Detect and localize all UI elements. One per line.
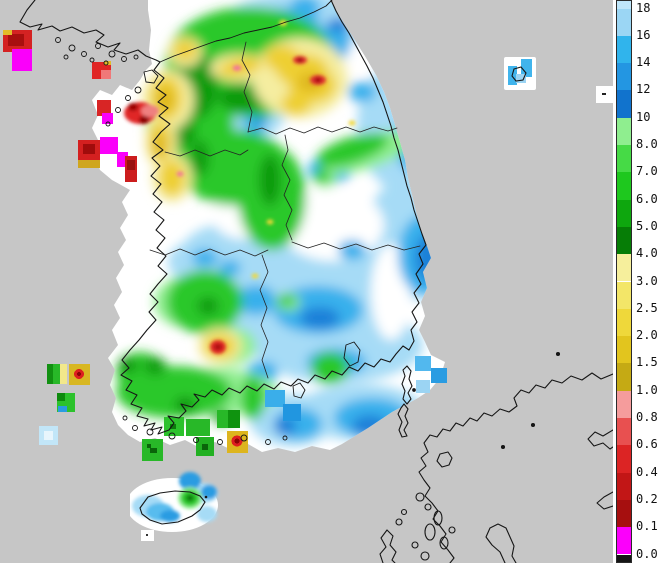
colorbar-segment <box>617 336 631 364</box>
colorbar-tick-label: 0.4 <box>636 464 658 479</box>
colorbar-tick-label: 0.0 <box>636 546 658 561</box>
jeju-island <box>130 472 218 541</box>
colorbar-tick-label: 12 <box>636 82 651 97</box>
colorbar-segment <box>617 90 631 118</box>
kyushu-coastline <box>379 351 613 563</box>
colorbar-segment <box>617 499 631 528</box>
coastlines <box>19 0 613 563</box>
colorbar-legend: 18 16 14 12 10 8.0 7.0 6.0 5.0 4.0 3.0 2.5 2.0 1.5 1.0… <box>613 0 670 563</box>
colorbar-tick-label: 10 <box>636 109 651 124</box>
colorbar-segment <box>617 281 631 309</box>
dokdo-island <box>596 86 613 103</box>
colorbar-tick-label: 8.0 <box>636 136 658 151</box>
colorbar-segment <box>617 8 631 36</box>
colorbar-segment <box>617 418 631 446</box>
colorbar-tick-label: 1.5 <box>636 355 658 370</box>
colorbar-tick-label: 14 <box>636 54 651 69</box>
colorbar-segment <box>617 63 631 91</box>
colorbar-tick-label: 18 <box>636 0 651 15</box>
colorbar-segment <box>617 390 631 418</box>
colorbar-tick-label: 0.2 <box>636 491 658 506</box>
korea-precip-map <box>0 0 613 563</box>
colorbar-tick-label: 7.0 <box>636 164 658 179</box>
colorbar-tick-label: 0.1 <box>636 518 658 533</box>
colorbar-tick-label: 2.5 <box>636 300 658 315</box>
colorbar-segment <box>617 554 631 562</box>
colorbar-segment <box>617 117 631 145</box>
colorbar-segment <box>617 445 631 473</box>
colorbar-segment <box>617 308 631 337</box>
colorbar-tick-label: 5.0 <box>636 218 658 233</box>
colorbar-tick-label: 0.6 <box>636 437 658 452</box>
colorbar-bar <box>616 0 632 563</box>
colorbar-segment <box>617 472 631 500</box>
colorbar-tick-label: 0.8 <box>636 409 658 424</box>
colorbar-segment <box>617 35 631 64</box>
colorbar-segment <box>617 172 631 200</box>
colorbar-segment <box>617 1 631 9</box>
colorbar-tick-label: 4.0 <box>636 245 658 260</box>
colorbar-tick-label: 2.0 <box>636 327 658 342</box>
colorbar-tick-label: 6.0 <box>636 191 658 206</box>
map-canvas <box>0 0 613 563</box>
ulleungdo-island <box>504 57 536 90</box>
colorbar-tick-label: 3.0 <box>636 273 658 288</box>
colorbar-labels: 18 16 14 12 10 8.0 7.0 6.0 5.0 4.0 3.0 2.5 2.0 1.5 1.0… <box>613 0 670 563</box>
colorbar-segment <box>617 199 631 227</box>
colorbar-tick-label: 1.0 <box>636 382 658 397</box>
colorbar-segment <box>617 226 631 255</box>
colorbar-tick-label: 16 <box>636 27 651 42</box>
colorbar-segment <box>617 254 631 282</box>
radar-squares <box>3 30 447 461</box>
colorbar-segment <box>617 527 631 555</box>
colorbar-segment <box>617 145 631 173</box>
tsushima-island <box>397 365 416 438</box>
colorbar-segment <box>617 363 631 391</box>
